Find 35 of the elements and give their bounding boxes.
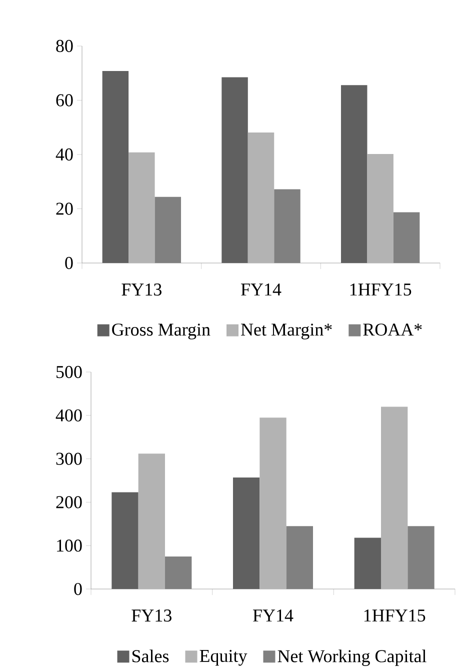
bar	[354, 538, 382, 590]
y-tick-label: 200	[56, 496, 82, 508]
bar	[367, 154, 394, 264]
x-tick-label: FY14	[241, 284, 282, 296]
y-tick-label: 60	[56, 94, 73, 106]
bar	[340, 85, 368, 264]
y-tick-label: 500	[56, 366, 82, 378]
legend-label: Net Working Capital	[278, 650, 426, 666]
y-tick-label: 100	[57, 540, 82, 552]
bar	[112, 492, 138, 590]
y-tick-label: 0	[65, 256, 73, 270]
bar	[128, 152, 155, 264]
x-tick-label: FY13	[132, 610, 172, 622]
x-tick-label: FY13	[122, 284, 162, 296]
bar	[102, 70, 129, 264]
x-tick-label: FY14	[253, 610, 294, 622]
legend-label: Equity	[200, 650, 248, 666]
bar	[260, 418, 286, 590]
y-tick-label: 0	[74, 582, 82, 596]
x-tick-label: 1HFY15	[350, 284, 412, 296]
bar	[381, 406, 408, 590]
bar	[222, 77, 248, 264]
bar	[138, 454, 166, 590]
legend-label: Gross Margin	[112, 324, 210, 340]
y-tick-label: 80	[56, 40, 73, 52]
bar	[232, 477, 260, 590]
y-tick-label: 20	[56, 202, 73, 215]
y-tick-label: 300	[56, 452, 82, 465]
y-tick-label: 40	[56, 148, 73, 161]
legend-label: Net Margin*	[241, 324, 332, 340]
legend-label: ROAA*	[363, 324, 422, 336]
x-tick-label: 1HFY15	[364, 610, 426, 622]
legend-label: Sales	[132, 650, 169, 662]
bar	[248, 132, 274, 264]
y-tick-label: 400	[56, 409, 82, 422]
